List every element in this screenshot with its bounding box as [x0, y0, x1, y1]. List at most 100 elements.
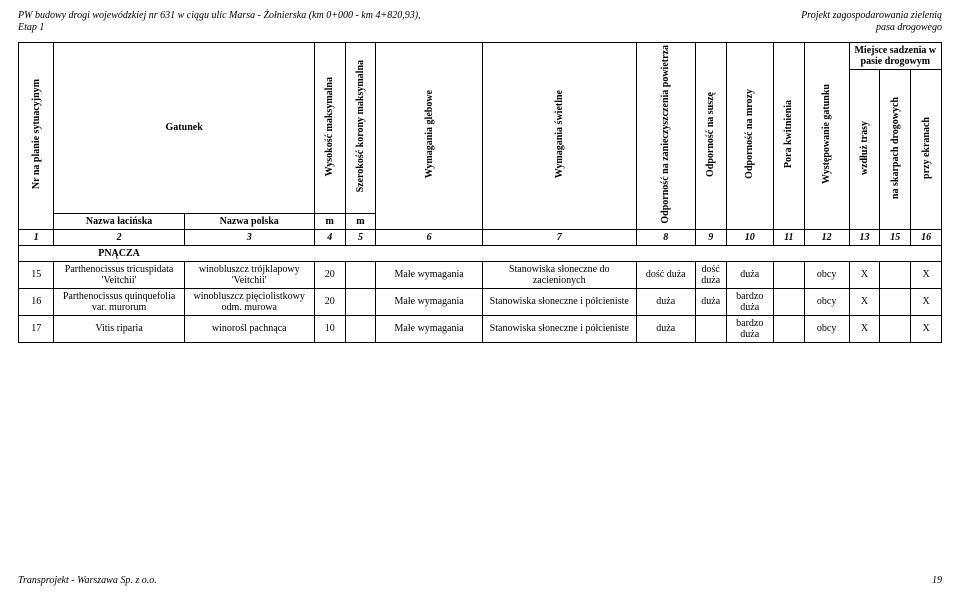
cell-wg: obcy	[804, 261, 849, 288]
cell-tr: X	[849, 288, 880, 315]
col-szer-label: Szerokość korony maksymalna	[355, 60, 366, 192]
cell-glb: Małe wymagania	[376, 315, 482, 342]
cell-glb: Małe wymagania	[376, 261, 482, 288]
cell-pol: winorośl pachnąca	[184, 315, 314, 342]
cell-szer	[345, 288, 376, 315]
numcol-11: 11	[773, 229, 804, 245]
col-nr-label: Nr na planie sytuacyjnym	[31, 79, 42, 189]
cell-ek: X	[911, 261, 942, 288]
col-sus-label: Odporność na suszę	[705, 92, 716, 177]
cell-lat: Parthenocissus tricuspidata 'Veitchii'	[54, 261, 184, 288]
col-mrz-label: Odporność na mrozy	[744, 89, 755, 179]
section-name: PNĄCZA	[54, 245, 184, 261]
cell-sk	[880, 288, 911, 315]
cell-sk	[880, 261, 911, 288]
cell-odp: duża	[636, 315, 695, 342]
numcol-7: 7	[482, 229, 636, 245]
cell-sw: Stanowiska słoneczne i półcieniste	[482, 315, 636, 342]
col-wg-label: Występowanie gatunku	[821, 84, 832, 184]
col-gatunek: Gatunek	[54, 43, 314, 214]
cell-sus: duża	[695, 288, 726, 315]
table-row: 15 Parthenocissus tricuspidata 'Veitchii…	[19, 261, 942, 288]
cell-ek: X	[911, 315, 942, 342]
header-right: Projekt zagospodarowania zielenią pasa d…	[801, 10, 942, 34]
col-miejsce: Miejsce sadzenia w pasie drogowym	[849, 43, 941, 70]
cell-pk	[773, 288, 804, 315]
column-number-row: 1 2 3 4 5 6 7 8 9 10 11 12 13 15 16	[19, 229, 942, 245]
header-left-line2: Etap 1	[18, 22, 421, 34]
col-sk-label: na skarpach drogowych	[890, 97, 901, 199]
cell-wys: 10	[314, 315, 345, 342]
cell-tr: X	[849, 261, 880, 288]
col-pk: Pora kwitnienia	[773, 43, 804, 230]
cell-lat: Vitis riparia	[54, 315, 184, 342]
col-szer: Szerokość korony maksymalna	[345, 43, 376, 214]
numcol-10: 10	[726, 229, 773, 245]
table-row: 17 Vitis riparia winorośl pachnąca 10 Ma…	[19, 315, 942, 342]
col-tr: wzdłuż trasy	[849, 70, 880, 230]
col-tr-label: wzdłuż trasy	[859, 121, 870, 175]
cell-nr: 17	[19, 315, 54, 342]
header-right-line2: pasa drogowego	[801, 22, 942, 34]
cell-sus: dość duża	[695, 261, 726, 288]
col-sw-label: Wymagania świetlne	[554, 90, 565, 178]
numcol-2: 2	[54, 229, 184, 245]
col-glb: Wymagania glebowe	[376, 43, 482, 230]
header-left: PW budowy drogi wojewódzkiej nr 631 w ci…	[18, 10, 421, 34]
col-pk-label: Pora kwitnienia	[783, 100, 794, 168]
footer-company: Transprojekt - Warszawa Sp. z o.o.	[18, 575, 157, 586]
numcol-1: 1	[19, 229, 54, 245]
cell-pk	[773, 261, 804, 288]
cell-pol: winobluszcz pięciolistkowy odm. murowa	[184, 288, 314, 315]
page: PW budowy drogi wojewódzkiej nr 631 w ci…	[0, 0, 960, 596]
header-left-line1: PW budowy drogi wojewódzkiej nr 631 w ci…	[18, 10, 421, 22]
numcol-15: 15	[880, 229, 911, 245]
cell-sw: Stanowiska słoneczne do zacienionych	[482, 261, 636, 288]
numcol-9: 9	[695, 229, 726, 245]
cell-sk	[880, 315, 911, 342]
cell-sw: Stanowiska słoneczne i półcieniste	[482, 288, 636, 315]
cell-lat: Parthenocissus quinquefolia var. murorum	[54, 288, 184, 315]
col-odp-label: Odporność na zanieczyszczenia powietrza	[660, 45, 671, 224]
cell-tr: X	[849, 315, 880, 342]
cell-wys: 20	[314, 261, 345, 288]
cell-mrz: duża	[726, 261, 773, 288]
running-headers: PW budowy drogi wojewódzkiej nr 631 w ci…	[18, 10, 942, 34]
cell-pol: winobluszcz trójklapowy 'Veitchii'	[184, 261, 314, 288]
unit-szer: m	[345, 213, 376, 229]
section-row: PNĄCZA	[19, 245, 942, 261]
cell-mrz: bardzo duża	[726, 288, 773, 315]
footer-page-number: 19	[932, 575, 942, 586]
numcol-5: 5	[345, 229, 376, 245]
col-nr: Nr na planie sytuacyjnym	[19, 43, 54, 230]
unit-wys: m	[314, 213, 345, 229]
col-pol: Nazwa polska	[184, 213, 314, 229]
cell-szer	[345, 315, 376, 342]
col-odp: Odporność na zanieczyszczenia powietrza	[636, 43, 695, 230]
numcol-8: 8	[636, 229, 695, 245]
col-ek-label: przy ekranach	[921, 117, 932, 179]
cell-odp: dość duża	[636, 261, 695, 288]
cell-szer	[345, 261, 376, 288]
numcol-12: 12	[804, 229, 849, 245]
col-mrz: Odporność na mrozy	[726, 43, 773, 230]
numcol-16: 16	[911, 229, 942, 245]
col-lat: Nazwa łacińska	[54, 213, 184, 229]
cell-wg: obcy	[804, 315, 849, 342]
page-footer: Transprojekt - Warszawa Sp. z o.o. 19	[18, 575, 942, 586]
col-ek: przy ekranach	[911, 70, 942, 230]
cell-odp: duża	[636, 288, 695, 315]
cell-wg: obcy	[804, 288, 849, 315]
col-glb-label: Wymagania glebowe	[424, 90, 435, 178]
cell-ek: X	[911, 288, 942, 315]
table-row: 16 Parthenocissus quinquefolia var. muro…	[19, 288, 942, 315]
numcol-4: 4	[314, 229, 345, 245]
numcol-3: 3	[184, 229, 314, 245]
cell-mrz: bardzo duża	[726, 315, 773, 342]
col-wys-label: Wysokość maksymalna	[324, 77, 335, 176]
header-right-line1: Projekt zagospodarowania zielenią	[801, 10, 942, 22]
col-wg: Występowanie gatunku	[804, 43, 849, 230]
col-sw: Wymagania świetlne	[482, 43, 636, 230]
species-table: Nr na planie sytuacyjnym Gatunek Wysokoś…	[18, 42, 942, 343]
cell-nr: 16	[19, 288, 54, 315]
